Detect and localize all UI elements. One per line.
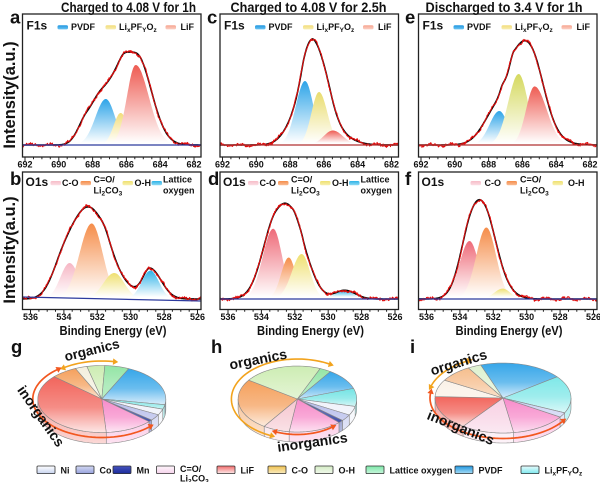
svg-text:LiF: LiF <box>181 22 195 32</box>
svg-text:684: 684 <box>350 160 365 170</box>
svg-text:Binding Energy (eV): Binding Energy (eV) <box>60 323 167 338</box>
svg-text:692: 692 <box>17 160 32 170</box>
svg-text:534: 534 <box>254 312 269 322</box>
svg-text:C-O: C-O <box>260 178 277 188</box>
svg-text:Lattice oxygen: Lattice oxygen <box>390 466 453 476</box>
svg-text:Binding Energy (eV): Binding Energy (eV) <box>257 323 364 338</box>
svg-text:O1s: O1s <box>422 175 445 189</box>
svg-text:526: 526 <box>586 312 600 322</box>
svg-text:PVDF: PVDF <box>269 22 294 32</box>
svg-text:C-O: C-O <box>62 178 79 188</box>
svg-text:O-H: O-H <box>135 178 152 188</box>
svg-text:f: f <box>405 168 412 189</box>
svg-text:686: 686 <box>316 160 331 170</box>
svg-text:O-H: O-H <box>568 178 585 188</box>
svg-text:Co: Co <box>100 466 112 476</box>
svg-text:Li2CO3: Li2CO3 <box>94 186 123 198</box>
svg-text:688: 688 <box>283 160 298 170</box>
svg-text:526: 526 <box>190 312 205 322</box>
svg-text:e: e <box>405 7 415 28</box>
svg-text:684: 684 <box>549 160 564 170</box>
svg-text:i: i <box>410 336 415 357</box>
svg-text:F1s: F1s <box>27 19 48 33</box>
svg-text:C=O/: C=O/ <box>520 175 542 185</box>
svg-text:688: 688 <box>85 160 100 170</box>
svg-text:Charged to 4.08 V for 1h: Charged to 4.08 V for 1h <box>61 0 196 15</box>
svg-text:C-O: C-O <box>292 466 309 476</box>
svg-text:Mn: Mn <box>137 466 150 476</box>
svg-text:528: 528 <box>354 312 369 322</box>
svg-text:Ni: Ni <box>61 466 70 476</box>
svg-text:PVDF: PVDF <box>467 22 492 32</box>
svg-text:LiF: LiF <box>378 22 392 32</box>
svg-text:Li2CO3: Li2CO3 <box>180 473 209 482</box>
svg-text:O-H: O-H <box>339 466 356 476</box>
svg-text:690: 690 <box>51 160 66 170</box>
svg-text:536: 536 <box>419 312 434 322</box>
svg-text:530: 530 <box>519 312 534 322</box>
svg-text:690: 690 <box>249 160 264 170</box>
svg-text:682: 682 <box>384 160 399 170</box>
svg-text:682: 682 <box>582 160 597 170</box>
svg-text:C=O/: C=O/ <box>94 175 116 185</box>
svg-text:Discharged to 3.4 V for 1h: Discharged to 3.4 V for 1h <box>426 0 583 15</box>
svg-text:g: g <box>11 336 22 357</box>
svg-text:h: h <box>211 336 222 357</box>
svg-text:684: 684 <box>153 160 168 170</box>
svg-text:534: 534 <box>452 312 467 322</box>
svg-text:528: 528 <box>553 312 568 322</box>
svg-text:692: 692 <box>215 160 230 170</box>
svg-text:PVDF: PVDF <box>71 22 96 32</box>
svg-text:530: 530 <box>321 312 336 322</box>
svg-text:528: 528 <box>157 312 172 322</box>
svg-text:536: 536 <box>220 312 235 322</box>
svg-text:LiF: LiF <box>241 466 255 476</box>
svg-text:d: d <box>208 168 219 189</box>
svg-text:686: 686 <box>515 160 530 170</box>
svg-text:Intensity(a.u.): Intensity(a.u.) <box>1 196 19 303</box>
svg-text:686: 686 <box>119 160 134 170</box>
svg-text:C=O/: C=O/ <box>291 175 313 185</box>
svg-text:Li2CO3: Li2CO3 <box>520 186 549 198</box>
svg-text:Li2CO3: Li2CO3 <box>291 186 320 198</box>
svg-text:Intensity(a.u.): Intensity(a.u.) <box>1 41 19 148</box>
svg-text:oxygen: oxygen <box>163 186 195 196</box>
svg-text:682: 682 <box>186 160 201 170</box>
svg-text:a: a <box>10 7 21 28</box>
svg-text:Charged to 4.08 V for 2.5h: Charged to 4.08 V for 2.5h <box>231 0 387 15</box>
svg-text:LiF: LiF <box>577 22 591 32</box>
svg-text:O1s: O1s <box>26 175 49 189</box>
svg-text:688: 688 <box>481 160 496 170</box>
svg-text:O1s: O1s <box>223 175 246 189</box>
svg-text:PVDF: PVDF <box>479 466 504 476</box>
svg-text:F1s: F1s <box>224 19 245 33</box>
svg-text:530: 530 <box>123 312 138 322</box>
svg-text:O-H: O-H <box>332 178 349 188</box>
svg-text:690: 690 <box>447 160 462 170</box>
svg-text:532: 532 <box>90 312 105 322</box>
svg-text:oxygen: oxygen <box>361 186 393 196</box>
svg-text:Binding Energy (eV): Binding Energy (eV) <box>456 323 563 338</box>
svg-text:c: c <box>207 7 217 28</box>
svg-text:Lattice: Lattice <box>163 175 192 185</box>
svg-text:532: 532 <box>486 312 501 322</box>
svg-text:C-O: C-O <box>485 178 502 188</box>
svg-text:536: 536 <box>23 312 38 322</box>
svg-text:526: 526 <box>387 312 402 322</box>
svg-text:534: 534 <box>56 312 71 322</box>
svg-text:Lattice: Lattice <box>361 175 390 185</box>
svg-text:F1s: F1s <box>423 19 444 33</box>
svg-text:692: 692 <box>413 160 428 170</box>
svg-text:532: 532 <box>287 312 302 322</box>
svg-text:b: b <box>10 168 21 189</box>
svg-text:C=O/: C=O/ <box>180 464 202 474</box>
